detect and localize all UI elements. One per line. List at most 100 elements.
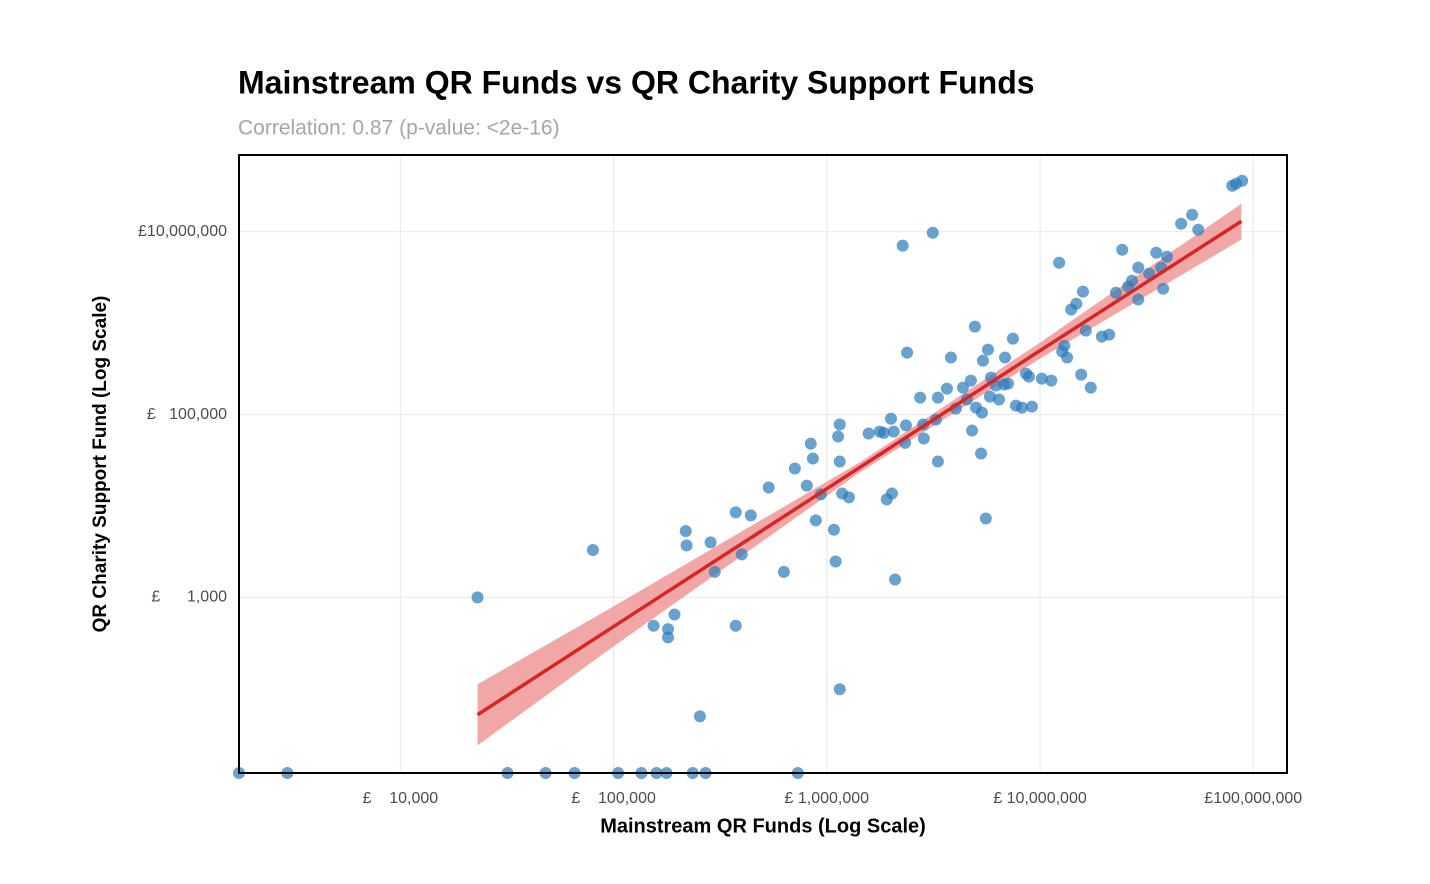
x-tick-label: £ 10,000,000: [993, 790, 1087, 807]
point: [1022, 370, 1035, 383]
point: [704, 536, 717, 549]
confidence-band-layer: [477, 203, 1242, 746]
point: [1192, 223, 1205, 236]
point: [931, 391, 944, 404]
point: [827, 523, 840, 536]
point: [862, 427, 875, 440]
point: [804, 437, 817, 450]
point: [708, 565, 721, 578]
point: [1175, 217, 1188, 230]
y-axis-label: QR Charity Support Fund (Log Scale): [90, 296, 111, 633]
point: [998, 351, 1011, 364]
point: [931, 455, 944, 468]
point: [887, 425, 900, 438]
point: [964, 374, 977, 387]
point: [777, 565, 790, 578]
point: [981, 343, 994, 356]
grid: [239, 155, 1287, 773]
point: [1084, 381, 1097, 394]
x-tick-label: £ 100,000: [571, 790, 656, 807]
y-tick-label: £10,000,000: [138, 223, 227, 240]
point: [884, 412, 897, 425]
point: [1157, 282, 1170, 295]
point: [877, 426, 890, 439]
point: [842, 491, 855, 504]
point: [944, 351, 957, 364]
y-tick-label: £ 100,000: [147, 406, 227, 423]
point: [662, 631, 675, 644]
point: [1125, 274, 1138, 287]
point: [1025, 400, 1038, 413]
point: [829, 555, 842, 568]
point: [471, 591, 484, 604]
point: [979, 512, 992, 525]
point: [800, 479, 813, 492]
point: [1186, 208, 1199, 221]
point: [914, 391, 927, 404]
point: [1236, 174, 1249, 187]
point: [693, 710, 706, 723]
point: [975, 447, 988, 460]
point: [889, 573, 902, 586]
point: [901, 346, 914, 359]
point: [1035, 372, 1048, 385]
point: [729, 619, 742, 632]
point: [917, 432, 930, 445]
point: [1132, 293, 1145, 306]
fit-layer: [476, 219, 1243, 717]
points-layer: [233, 174, 1249, 779]
point: [1076, 285, 1089, 298]
point: [968, 320, 981, 333]
point: [966, 424, 979, 437]
point: [1109, 286, 1122, 299]
point: [744, 509, 757, 522]
chart-title: Mainstream QR Funds vs QR Charity Suppor…: [238, 64, 1035, 100]
point: [1045, 374, 1058, 387]
point: [896, 239, 909, 252]
point: [647, 619, 660, 632]
point: [833, 455, 846, 468]
point: [735, 548, 748, 561]
point: [1058, 339, 1071, 352]
point: [1079, 324, 1092, 337]
point: [940, 382, 953, 395]
point: [1002, 377, 1015, 390]
point: [1015, 401, 1028, 414]
fit-line: [476, 219, 1243, 717]
x-axis-label: Mainstream QR Funds (Log Scale): [600, 815, 926, 837]
point: [809, 514, 822, 527]
point: [992, 393, 1005, 406]
point: [1070, 297, 1083, 310]
point: [1075, 368, 1088, 381]
plot-border: [238, 154, 1288, 774]
point: [662, 623, 675, 636]
point: [975, 406, 988, 419]
point: [983, 390, 996, 403]
point: [833, 683, 846, 696]
point: [788, 462, 801, 475]
point: [1103, 328, 1116, 341]
x-tick-label: £ 10,000: [363, 790, 439, 807]
point: [668, 608, 681, 621]
point: [680, 539, 693, 552]
point: [1150, 246, 1163, 259]
point: [1132, 261, 1145, 274]
point: [762, 481, 775, 494]
point: [679, 525, 692, 538]
point: [1053, 256, 1066, 269]
point: [1116, 243, 1129, 256]
point: [832, 430, 845, 443]
point: [956, 381, 969, 394]
point: [885, 487, 898, 500]
y-tick-label: £ 1,000: [151, 589, 227, 606]
point: [1160, 250, 1173, 263]
point: [833, 418, 846, 431]
point: [586, 543, 599, 556]
point: [729, 506, 742, 519]
point: [926, 226, 939, 239]
chart-subtitle: Correlation: 0.87 (p-value: <2e-16): [238, 117, 560, 140]
point: [1006, 332, 1019, 345]
x-tick-label: £ 1,000,000: [785, 790, 870, 807]
